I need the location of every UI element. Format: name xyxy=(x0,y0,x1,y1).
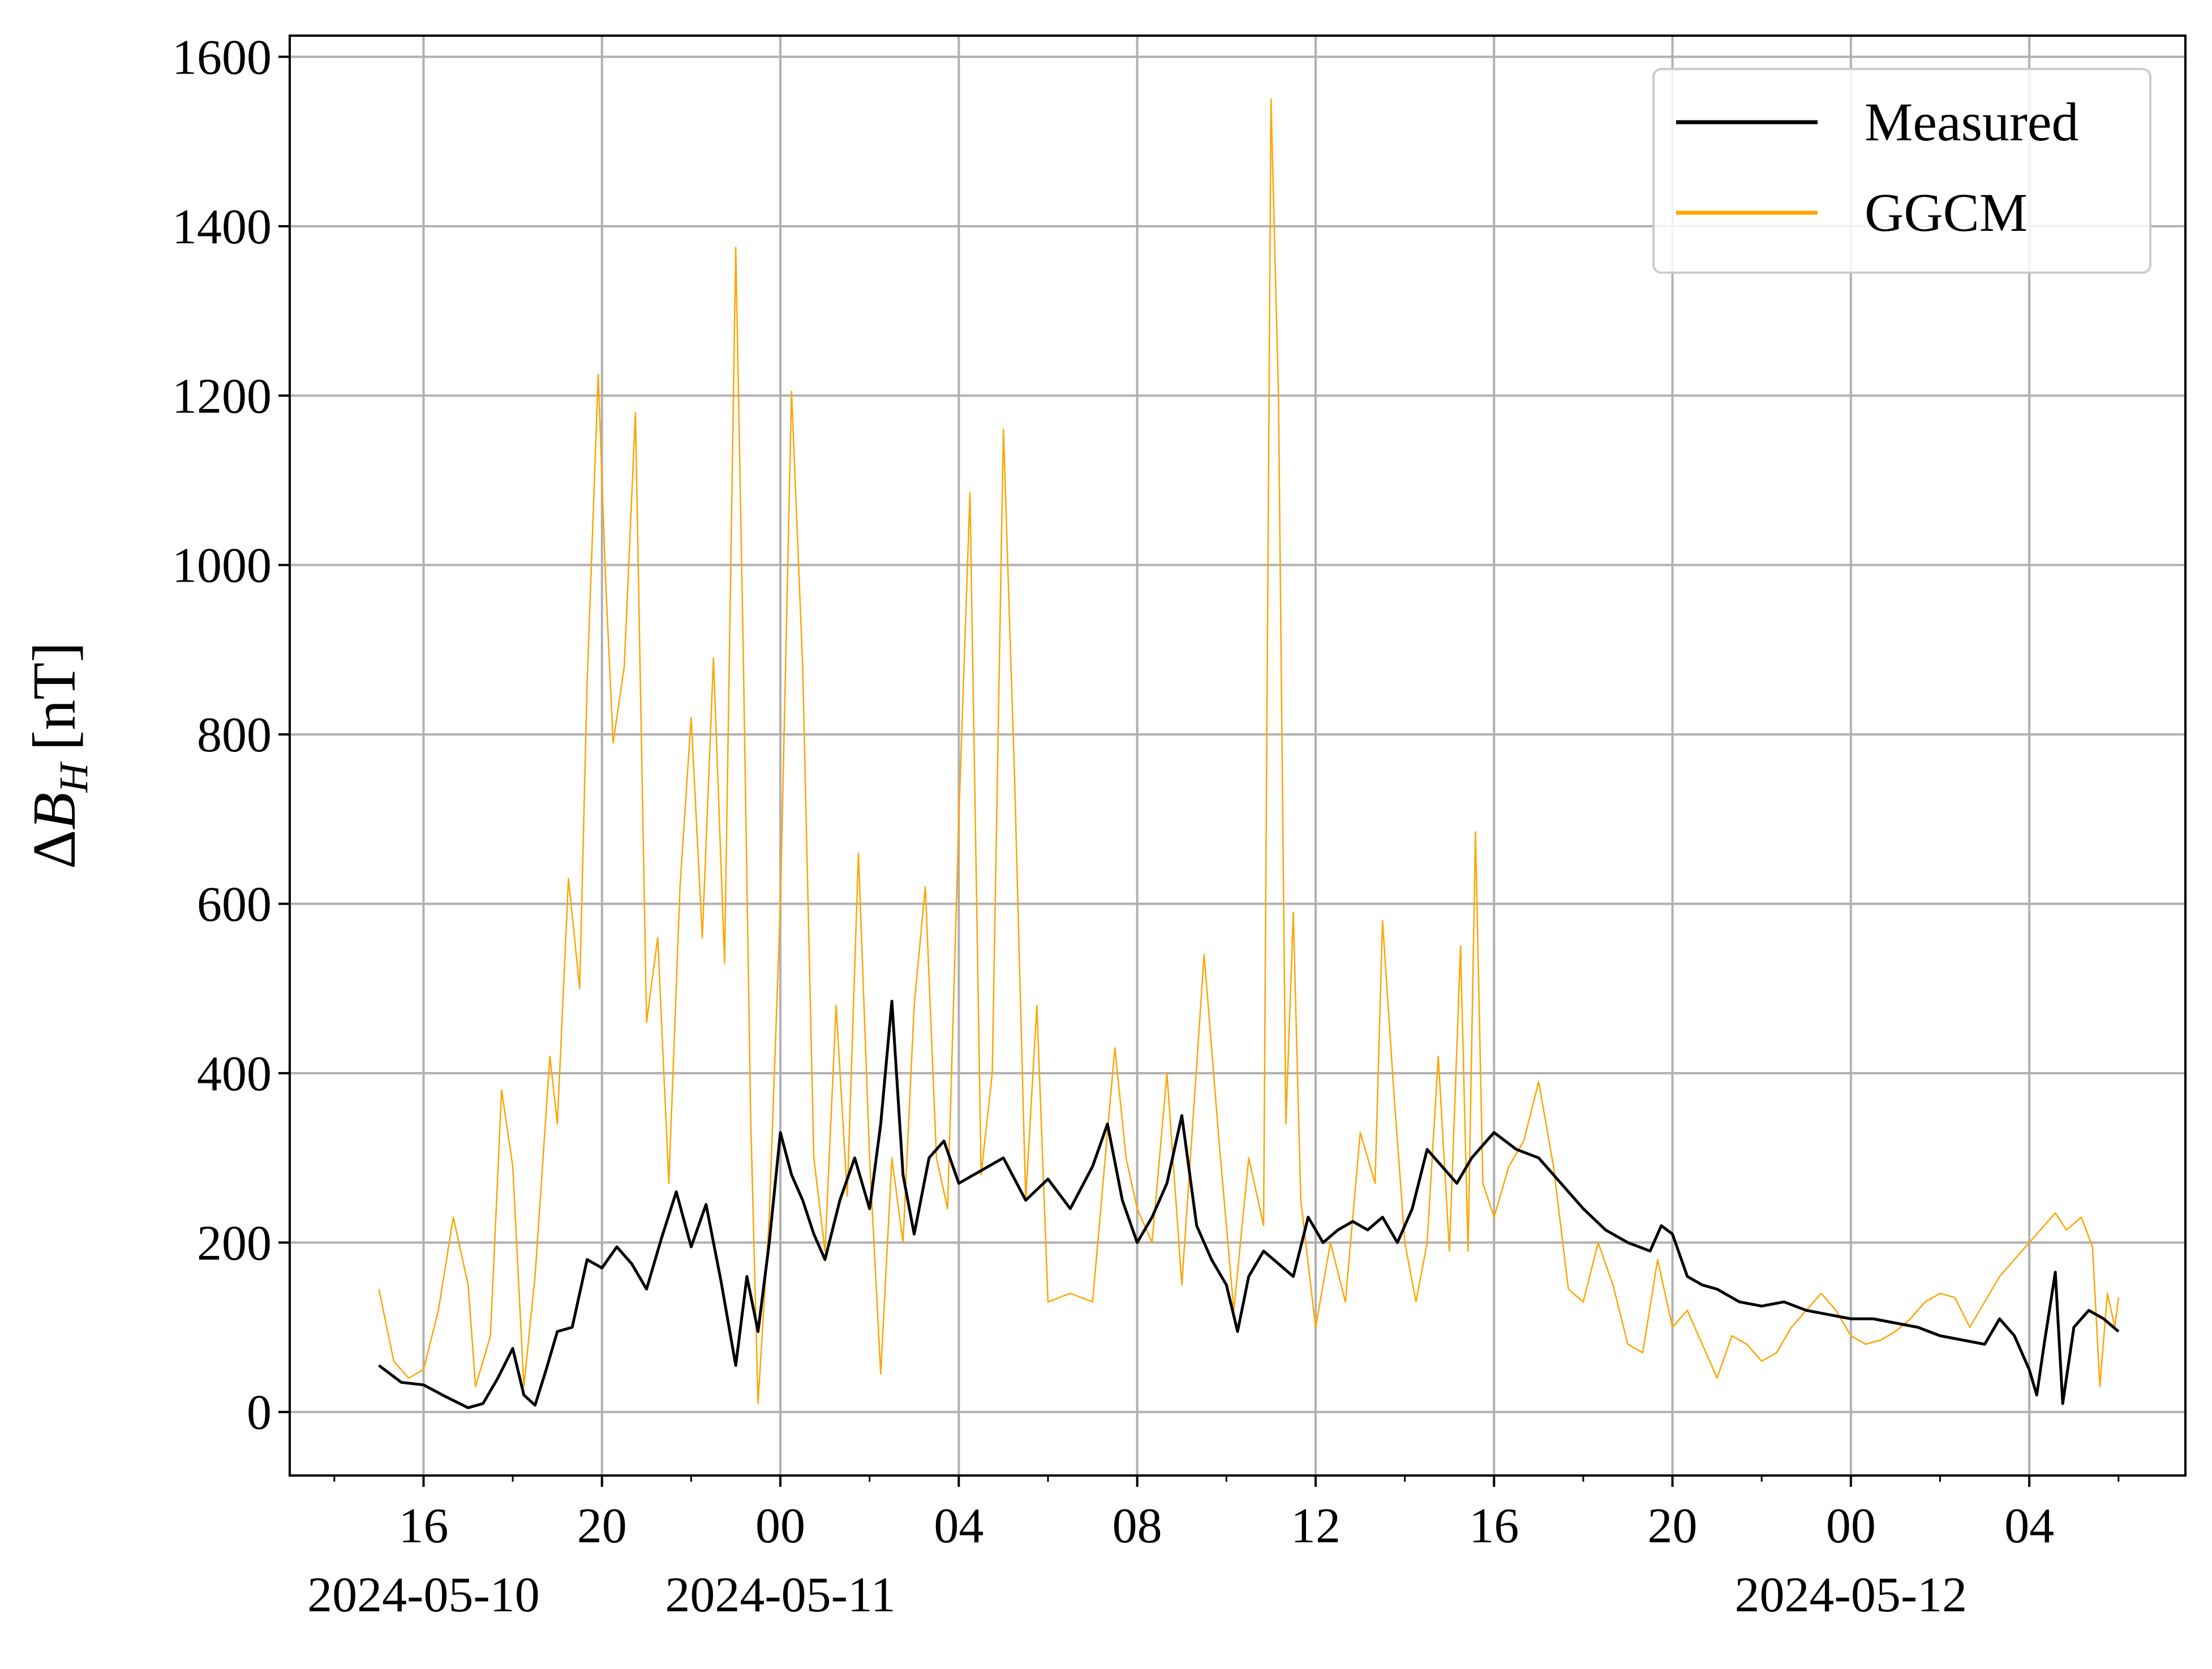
grid xyxy=(290,36,2185,1476)
ytick-label-400: 400 xyxy=(197,1047,272,1102)
series-line-measured xyxy=(378,1000,2120,1409)
xtick-label-4: 08 xyxy=(1113,1499,1162,1554)
ytick-label-600: 600 xyxy=(197,877,272,932)
xtick-label-3: 04 xyxy=(934,1499,983,1554)
ytick-label-1600: 1600 xyxy=(172,30,272,85)
plot-frame xyxy=(289,35,2187,1477)
legend-box xyxy=(1652,68,2151,274)
ytick-label-1200: 1200 xyxy=(172,369,272,424)
xtick-date-label-0: 2024-05-10 xyxy=(307,1568,540,1623)
legend: Measured GGCM xyxy=(1652,68,2151,274)
xtick-label-9: 04 xyxy=(2004,1499,2054,1554)
series-line-ggcm xyxy=(378,98,2120,1405)
xtick-label-2: 00 xyxy=(755,1499,805,1554)
xtick-date-label-2: 2024-05-11 xyxy=(665,1568,895,1623)
xtick-label-5: 12 xyxy=(1291,1499,1341,1554)
xtick-label-7: 20 xyxy=(1648,1499,1698,1554)
ytick-label-1400: 1400 xyxy=(172,200,272,255)
xtick-label-6: 16 xyxy=(1469,1499,1519,1554)
ytick-label-800: 800 xyxy=(197,708,272,763)
xtick-label-0: 16 xyxy=(398,1499,448,1554)
ytick-label-0: 0 xyxy=(247,1386,272,1440)
legend-label-ggcm: GGCM xyxy=(1865,182,2028,243)
axes: 02004006008001000120014001600162024-05-1… xyxy=(172,30,2120,1623)
xtick-label-8: 00 xyxy=(1826,1499,1876,1554)
series-layer xyxy=(378,98,2120,1409)
legend-label-measured: Measured xyxy=(1865,92,2079,152)
y-axis-label: ΔBH[nT] xyxy=(21,642,96,869)
xtick-date-label-8: 2024-05-12 xyxy=(1735,1568,1968,1623)
xtick-label-1: 20 xyxy=(577,1499,627,1554)
ytick-label-1000: 1000 xyxy=(172,539,272,593)
ytick-label-200: 200 xyxy=(197,1216,272,1271)
